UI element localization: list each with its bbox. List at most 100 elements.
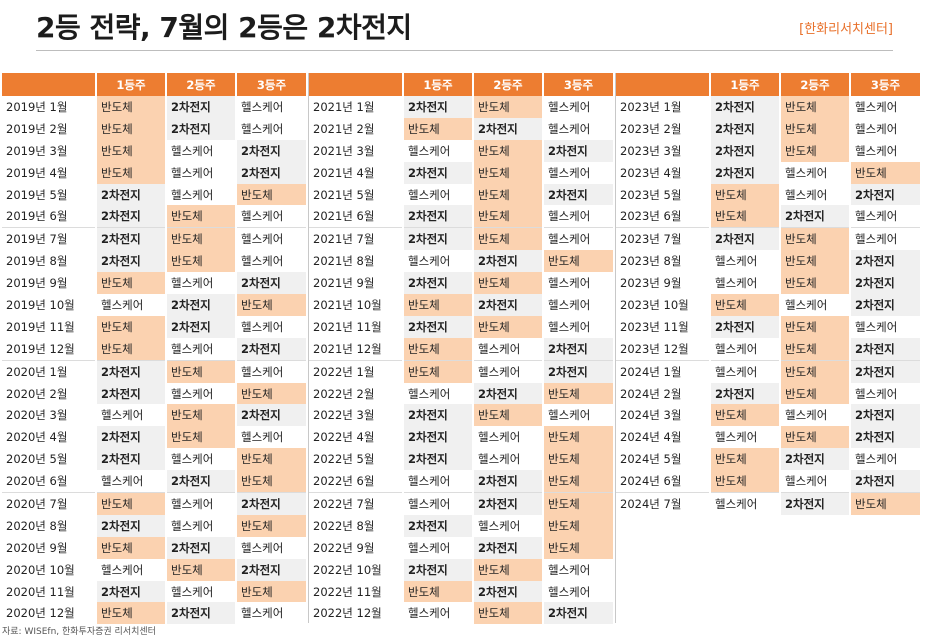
month-label: 2021년 9월 — [313, 276, 375, 291]
month-label: 2024년 4월 — [620, 430, 682, 445]
rank-3-cell: 헬스케어 — [542, 404, 613, 427]
month-label: 2023년 8월 — [620, 254, 682, 269]
rank-3-cell: 헬스케어 — [235, 359, 306, 383]
rank-1-cell: 2차전지 — [402, 96, 473, 118]
table-row: 2022년 6월 헬스케어 2차전지 반도체 — [309, 470, 613, 493]
month-label: 2021년 8월 — [313, 254, 375, 269]
rank-3-cell: 반도체 — [235, 448, 306, 471]
rank-1-cell: 헬스케어 — [402, 250, 473, 273]
header-row: 1등주 2등주 3등주 — [616, 73, 920, 96]
rank-3-cell: 헬스케어 — [849, 205, 920, 228]
table-row: 2021년 10월 반도체 2차전지 헬스케어 — [309, 294, 613, 316]
rank-1-cell: 2차전지 — [95, 227, 166, 251]
table-row: 2019년 11월 반도체 2차전지 헬스케어 — [2, 315, 306, 338]
month-label: 2022년 9월 — [313, 540, 375, 555]
title-divider — [36, 50, 893, 51]
rank-3-cell: 헬스케어 — [849, 315, 920, 338]
rank-2-cell: 헬스케어 — [472, 514, 543, 537]
table-row: 2022년 4월 2차전지 헬스케어 반도체 — [309, 426, 613, 449]
rank-2-cell: 헬스케어 — [165, 183, 236, 206]
table-row: 2020년 3월 헬스케어 반도체 2차전지 — [2, 404, 306, 427]
rank-3-cell: 헬스케어 — [542, 294, 613, 316]
rank-1-cell: 헬스케어 — [402, 536, 473, 559]
rank-1-cell: 2차전지 — [402, 404, 473, 427]
rank-1-cell: 2차전지 — [95, 448, 166, 471]
rank-3-cell: 반도체 — [542, 426, 613, 449]
table-row: 2020년 1월 2차전지 반도체 헬스케어 — [2, 359, 306, 383]
rank-3-cell: 반도체 — [542, 470, 613, 493]
rank-3-cell: 반도체 — [235, 382, 306, 405]
table-row: 2019년 6월 2차전지 반도체 헬스케어 — [2, 205, 306, 228]
empty-cell — [709, 558, 780, 581]
rank-1-cell: 헬스케어 — [709, 250, 780, 273]
rank-3-cell: 헬스케어 — [235, 315, 306, 338]
empty-cell — [709, 602, 780, 625]
empty-cell — [709, 514, 780, 537]
rank-1-cell: 2차전지 — [402, 426, 473, 449]
rank-3-cell: 반도체 — [235, 580, 306, 603]
rank-2-cell: 헬스케어 — [472, 337, 543, 361]
rank-3-cell: 헬스케어 — [849, 139, 920, 162]
rank-3-cell: 반도체 — [235, 294, 306, 316]
table-row: 2022년 11월 반도체 2차전지 헬스케어 — [309, 580, 613, 603]
table-row: 2022년 10월 2차전지 반도체 헬스케어 — [309, 558, 613, 581]
rank-3-cell: 헬스케어 — [849, 382, 920, 405]
rank-2-cell: 헬스케어 — [472, 359, 543, 383]
rank-3-cell: 헬스케어 — [235, 250, 306, 273]
month-label: 2020년 2월 — [6, 386, 68, 401]
empty-cell — [709, 580, 780, 603]
rank-1-cell: 2차전지 — [402, 514, 473, 537]
rank-3-cell: 2차전지 — [542, 359, 613, 383]
empty-cell — [779, 602, 850, 625]
rank-3-cell: 반도체 — [849, 492, 920, 515]
rank-2-cell: 헬스케어 — [472, 448, 543, 471]
rank-3-cell: 헬스케어 — [235, 205, 306, 228]
table-row: 2024년 1월 헬스케어 반도체 2차전지 — [616, 359, 920, 383]
rank-3-cell: 2차전지 — [849, 359, 920, 383]
month-label: 2023년 7월 — [616, 227, 710, 251]
rank-1-cell: 2차전지 — [709, 117, 780, 140]
rank-3-cell: 2차전지 — [235, 492, 306, 515]
table-row: 2020년 2월 2차전지 헬스케어 반도체 — [2, 382, 306, 405]
month-label: 2020년 10월 — [6, 562, 75, 577]
table-row: 2021년 7월 2차전지 반도체 헬스케어 — [309, 227, 613, 251]
rank-2-cell: 2차전지 — [165, 536, 236, 559]
rank-1-cell: 2차전지 — [402, 448, 473, 471]
month-label: 2019년 1월 — [6, 99, 68, 114]
rank-2-cell: 반도체 — [165, 250, 236, 273]
table-row: 2021년 4월 2차전지 반도체 헬스케어 — [309, 161, 613, 184]
ranking-table: 1등주 2등주 3등주 2021년 1월 2차전지 반도체 헬스케어 2021년 2월 반도체 2… — [309, 73, 613, 625]
rank-1-cell: 2차전지 — [95, 580, 166, 603]
rank-1-cell: 2차전지 — [709, 315, 780, 338]
month-label: 2020년 11월 — [6, 584, 75, 599]
empty-cell — [849, 536, 920, 559]
table-row: 2023년 1월 2차전지 반도체 헬스케어 — [616, 96, 920, 118]
table-row: 2019년 8월 2차전지 반도체 헬스케어 — [2, 250, 306, 273]
rank-2-cell: 2차전지 — [472, 580, 543, 603]
table-row: 2020년 9월 반도체 2차전지 헬스케어 — [2, 536, 306, 559]
rank-2-cell: 반도체 — [472, 227, 543, 251]
month-label: 2022년 11월 — [313, 584, 382, 599]
month-label: 2022년 5월 — [313, 452, 375, 467]
rank-3-cell: 2차전지 — [849, 426, 920, 449]
table-row: 2022년 5월 2차전지 헬스케어 반도체 — [309, 448, 613, 471]
table-row: 2021년 1월 2차전지 반도체 헬스케어 — [309, 96, 613, 118]
rank-1-cell: 헬스케어 — [709, 337, 780, 361]
rank-1-cell: 반도체 — [95, 337, 166, 361]
rank-2-cell: 2차전지 — [165, 96, 236, 118]
rank-3-cell: 2차전지 — [235, 404, 306, 427]
month-label: 2023년 9월 — [620, 276, 682, 291]
panel-divider — [615, 73, 616, 623]
rank-2-cell: 반도체 — [779, 96, 850, 118]
rank-2-cell: 2차전지 — [165, 117, 236, 140]
header-cell-rank-1: 1등주 — [95, 73, 166, 96]
header-blank-cell — [2, 73, 96, 96]
rank-3-cell: 2차전지 — [542, 337, 613, 361]
table-row: 2021년 12월 반도체 헬스케어 2차전지 — [309, 337, 613, 361]
brand-label: [한화리서치센터] — [799, 22, 893, 37]
rank-3-cell: 2차전지 — [235, 337, 306, 361]
rank-2-cell: 반도체 — [779, 426, 850, 449]
rank-3-cell: 반도체 — [235, 514, 306, 537]
table-row: 2020년 4월 2차전지 반도체 헬스케어 — [2, 426, 306, 449]
rank-1-cell: 반도체 — [95, 139, 166, 162]
